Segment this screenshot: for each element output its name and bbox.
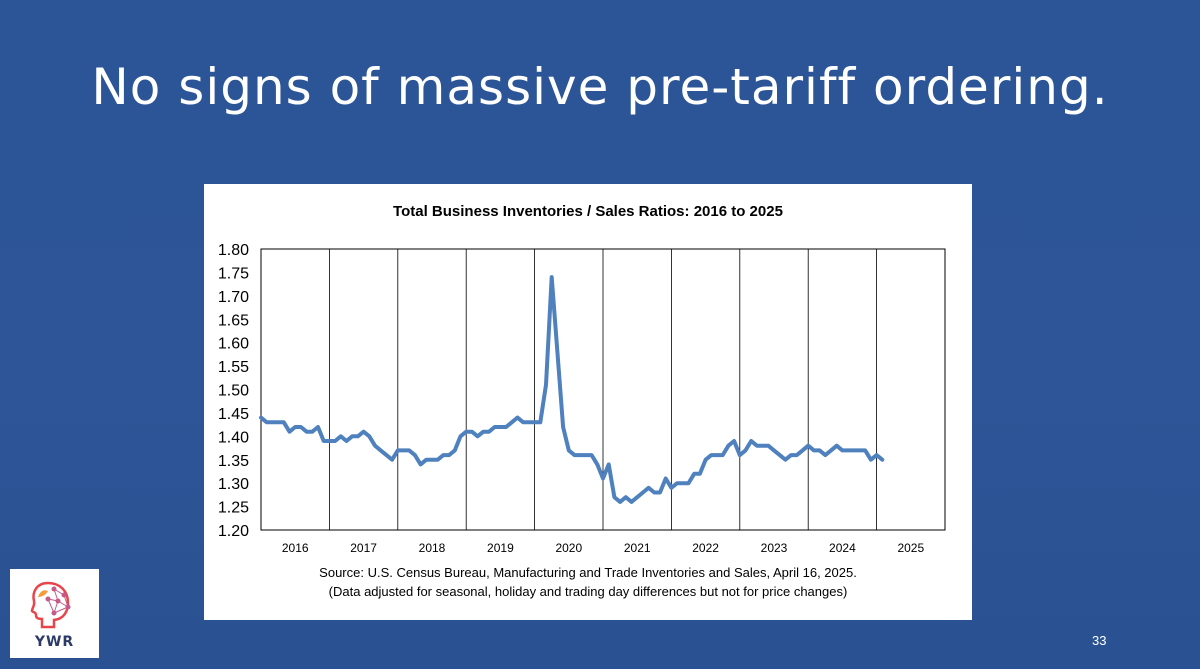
chart-card: 1.80 1.75 1.70 1.65 1.60 1.55 1.50 1.45 1.40 1.35… <box>204 184 972 620</box>
slide-title: No signs of massive pre-tariff ordering. <box>91 58 1109 116</box>
page-number: 33 <box>1092 633 1107 648</box>
y-tick-label: 1.75 <box>218 265 249 282</box>
y-tick-label: 1.65 <box>218 312 249 329</box>
logo-text: YWR <box>34 634 75 650</box>
y-tick-label: 1.30 <box>218 476 249 493</box>
y-tick-label: 1.40 <box>218 429 249 446</box>
x-tick-label: 2018 <box>419 541 446 555</box>
x-tick-label: 2023 <box>761 541 788 555</box>
y-tick-label: 1.20 <box>218 523 249 540</box>
y-tick-label: 1.50 <box>218 383 249 400</box>
chart-source-line-2: (Data adjusted for seasonal, holiday and… <box>328 584 848 599</box>
chart-source-line-1: Source: U.S. Census Bureau, Manufacturin… <box>319 565 857 580</box>
x-tick-label: 2019 <box>487 541 514 555</box>
x-tick-label: 2020 <box>555 541 582 555</box>
ywr-logo: YWR <box>10 569 99 658</box>
head-network-icon <box>30 581 71 629</box>
x-tick-label: 2024 <box>829 541 856 555</box>
y-tick-label: 1.35 <box>218 453 249 470</box>
x-tick-label: 2017 <box>350 541 377 555</box>
x-tick-label: 2022 <box>692 541 719 555</box>
y-tick-label: 1.60 <box>218 336 249 353</box>
x-tick-label: 2021 <box>624 541 651 555</box>
y-tick-label: 1.80 <box>218 242 249 259</box>
chart-source: Source: U.S. Census Bureau, Manufacturin… <box>204 563 972 601</box>
chart-title: Total Business Inventories / Sales Ratio… <box>393 203 783 220</box>
line-chart: 1.80 1.75 1.70 1.65 1.60 1.55 1.50 1.45 1.40 1.35… <box>218 242 946 555</box>
x-tick-label: 2025 <box>897 541 924 555</box>
y-tick-label: 1.25 <box>218 500 249 517</box>
x-tick-label: 2016 <box>282 541 309 555</box>
y-tick-label: 1.55 <box>218 359 249 376</box>
y-tick-label: 1.70 <box>218 289 249 306</box>
y-tick-label: 1.45 <box>218 406 249 423</box>
series-line <box>259 275 885 504</box>
